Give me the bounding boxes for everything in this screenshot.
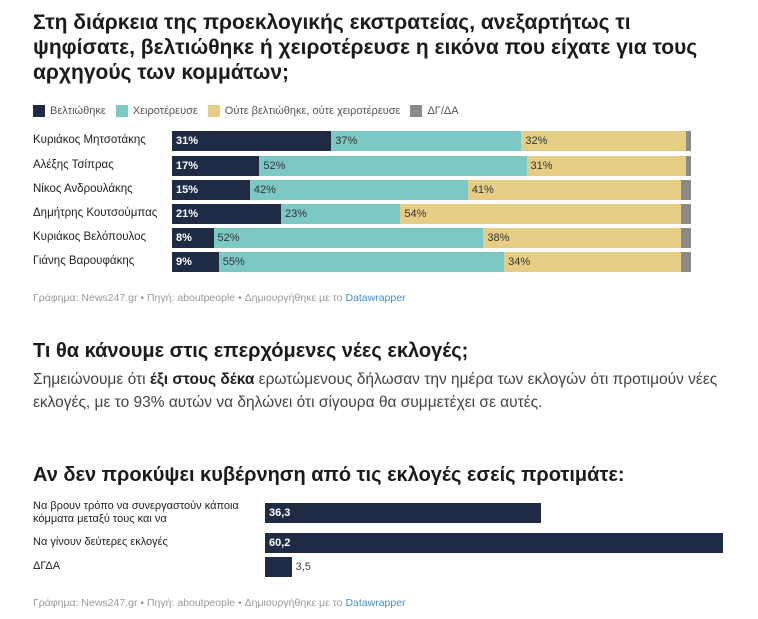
bar-segment: [680, 252, 691, 272]
datawrapper-link[interactable]: Datawrapper: [345, 292, 406, 304]
chart1-credit: Γράφημα: News247.gr • Πηγή: aboutpeople …: [33, 292, 406, 304]
chart1-row: Γιάνης Βαρουφάκης 9% 55% 34%: [33, 252, 693, 272]
bar-segment: [680, 228, 691, 248]
stacked-bar: 17% 52% 31%: [172, 156, 691, 176]
bar-segment: 41%: [467, 180, 681, 200]
bar-segment: 31%: [526, 156, 686, 176]
bar: [265, 533, 723, 553]
row-label: Αλέξης Τσίπρας: [33, 159, 114, 171]
legend-swatch: [410, 105, 423, 117]
credit-text: Γράφημα: News247.gr • Πηγή: aboutpeople …: [33, 292, 346, 304]
bar-segment: 21%: [172, 204, 281, 224]
row-label: Να γίνουν δεύτερες εκλογές: [33, 536, 168, 548]
stacked-bar: 31% 37% 32%: [172, 131, 691, 151]
legend-item-worsened: Χειροτέρευσε: [115, 105, 198, 117]
credit-text: Γράφημα: News247.gr • Πηγή: aboutpeople …: [33, 597, 346, 609]
data-label: 3,5: [295, 561, 311, 573]
data-label: 9%: [176, 256, 192, 268]
legend-label: Ούτε βελτιώθηκε, ούτε χειροτέρευσε: [224, 105, 401, 117]
bar: [265, 557, 292, 577]
legend-label: ΔΓ/ΔΑ: [427, 105, 459, 117]
bar-segment: 8%: [172, 228, 214, 248]
bar-segment: [685, 156, 691, 176]
para-text: Σημειώνουμε ότι: [33, 371, 150, 388]
bar-segment: 42%: [249, 180, 468, 200]
row-label: Κυριάκος Βελόπουλος: [33, 231, 147, 243]
legend-item-improved: Βελτιώθηκε: [33, 105, 106, 117]
data-label: 60,2: [269, 537, 291, 549]
data-label: 15%: [176, 184, 199, 196]
data-label: 36,3: [269, 507, 291, 519]
data-label: 37%: [335, 135, 358, 147]
bar-segment: [680, 180, 691, 200]
legend-item-dkna: ΔΓ/ΔΑ: [410, 105, 459, 117]
chart1-title: Στη διάρκεια της προεκλογικής εκστρατεία…: [33, 11, 698, 84]
data-label: 32%: [525, 135, 548, 147]
bar-segment: 32%: [521, 131, 686, 151]
stacked-bar: 21% 23% 54%: [172, 204, 691, 224]
bar-segment: 31%: [172, 131, 332, 151]
legend-swatch: [33, 105, 45, 117]
chart1-row: Κυριάκος Βελόπουλος 8% 52% 38%: [33, 228, 693, 248]
data-label: 23%: [284, 208, 308, 220]
chart1-row: Δημήτρης Κουτσούμπας 21% 23% 54%: [33, 204, 693, 224]
data-label: 17%: [176, 160, 199, 172]
section2-heading: Τι θα κάνουμε στις επερχόμενες νέες εκλο…: [33, 340, 469, 362]
legend-item-neither: Ούτε βελτιώθηκε, ούτε χειροτέρευσε: [207, 105, 401, 117]
chart2-title: Αν δεν προκύψει κυβέρνηση από τις εκλογέ…: [33, 464, 625, 486]
bar-segment: 52%: [213, 228, 484, 248]
data-label: 8%: [176, 232, 192, 244]
bar-segment: 17%: [172, 156, 260, 176]
bar-segment: 34%: [504, 252, 681, 272]
bar-segment: 15%: [172, 180, 250, 200]
bar-segment: 9%: [172, 252, 219, 272]
bar-segment: 55%: [218, 252, 505, 272]
bar-segment: [680, 204, 691, 224]
data-label: 21%: [176, 208, 199, 220]
data-label: 41%: [471, 184, 494, 196]
chart1-legend: Βελτιώθηκε Χειροτέρευσε Ούτε βελτιώθηκε,…: [33, 103, 469, 119]
bar-segment: 37%: [331, 131, 522, 151]
datawrapper-link[interactable]: Datawrapper: [345, 597, 406, 609]
data-label: 55%: [222, 256, 245, 268]
chart2-credit: Γράφημα: News247.gr • Πηγή: aboutpeople …: [33, 597, 406, 609]
section2-paragraph: Σημειώνουμε ότι έξι στους δέκα ερωτώμενο…: [33, 368, 723, 414]
data-label: 38%: [487, 232, 510, 244]
legend-swatch: [207, 105, 220, 117]
row-label: ΔΓΔΑ: [33, 560, 61, 572]
data-label: 42%: [253, 184, 276, 196]
chart1-row: Νίκος Ανδρουλάκης 15% 42% 41%: [33, 180, 693, 200]
row-label: Γιάνης Βαρουφάκης: [33, 255, 135, 267]
bar-segment: 23%: [280, 204, 401, 224]
data-label: 34%: [508, 256, 531, 268]
legend-label: Χειροτέρευσε: [132, 105, 198, 117]
bar: [265, 503, 542, 523]
chart1-row: Κυριάκος Μητσοτάκης 31% 37% 32%: [33, 131, 693, 151]
row-label: Κυριάκος Μητσοτάκης: [33, 134, 146, 146]
data-label: 31%: [530, 160, 553, 172]
data-label: 52%: [217, 232, 240, 244]
row-label: Να βρουν τρόπο να συνεργαστούν κάποια κό…: [33, 500, 239, 525]
data-label: 54%: [404, 208, 427, 220]
data-label: 31%: [176, 135, 199, 147]
bar-segment: 52%: [259, 156, 527, 176]
data-label: 52%: [263, 160, 286, 172]
bar-segment: 38%: [483, 228, 681, 248]
legend-label: Βελτιώθηκε: [50, 105, 106, 117]
row-label: Νίκος Ανδρουλάκης: [33, 183, 133, 195]
chart1-row: Αλέξης Τσίπρας 17% 52% 31%: [33, 156, 693, 176]
para-bold: έξι στους δέκα: [149, 371, 255, 388]
legend-swatch: [115, 105, 128, 117]
bar-segment: 54%: [400, 204, 681, 224]
row-label: Δημήτρης Κουτσούμπας: [33, 207, 158, 219]
stacked-bar: 8% 52% 38%: [172, 228, 691, 248]
para-text-rest: ερωτώμενους δήλωσαν την ημέρα των εκλογώ…: [33, 371, 718, 411]
stacked-bar: 9% 55% 34%: [172, 252, 691, 272]
bar-segment: [685, 131, 691, 151]
stacked-bar: 15% 42% 41%: [172, 180, 691, 200]
